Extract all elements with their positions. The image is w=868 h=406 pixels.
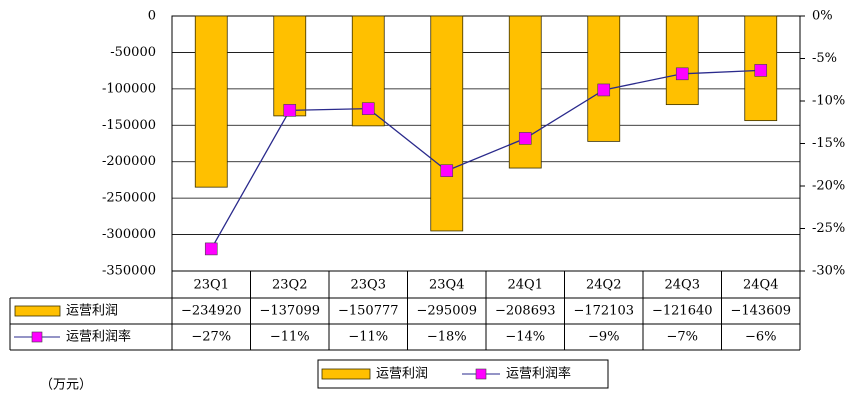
line xyxy=(210,69,761,250)
value-label: −143609 xyxy=(730,304,791,319)
legend-label: 运营利润 xyxy=(376,367,428,382)
marker xyxy=(204,242,218,256)
y2-tick-label: -10% xyxy=(812,94,845,109)
value-label: −121640 xyxy=(652,304,713,319)
marker xyxy=(597,83,611,97)
marker xyxy=(675,67,689,81)
value-label: −234920 xyxy=(181,304,242,319)
y-tick-label: -150000 xyxy=(102,118,156,133)
bar xyxy=(430,15,464,232)
value-label: −14% xyxy=(505,330,545,345)
bar xyxy=(273,15,307,117)
bar xyxy=(194,15,228,188)
y-tick-label: -350000 xyxy=(102,264,156,279)
y2-tick-label: -20% xyxy=(812,179,845,194)
y-tick-label: -300000 xyxy=(102,227,156,242)
x-tick-label: 24Q3 xyxy=(665,278,700,293)
value-label: −208693 xyxy=(495,304,556,319)
x-tick-label: 24Q4 xyxy=(743,278,778,293)
legend-swatch xyxy=(14,305,61,317)
value-label: −11% xyxy=(348,330,388,345)
legend-label: 运营利润率 xyxy=(506,366,571,382)
x-tick-label: 24Q2 xyxy=(586,278,621,293)
bar xyxy=(665,15,699,106)
y2-tick-label: -5% xyxy=(812,51,837,66)
x-tick-label: 23Q1 xyxy=(194,278,229,293)
value-label: −172103 xyxy=(573,304,634,319)
marker xyxy=(361,102,375,115)
bar xyxy=(587,15,621,142)
y-tick-label: -100000 xyxy=(102,81,156,96)
value-label: −150777 xyxy=(338,304,399,319)
marker xyxy=(518,132,532,145)
y-tick-label: -250000 xyxy=(102,191,156,206)
x-tick-label: 23Q2 xyxy=(272,278,307,293)
value-label: −18% xyxy=(427,330,467,345)
legend-marker xyxy=(31,331,43,343)
row-label: 运营利润 xyxy=(66,304,118,319)
x-tick-label: 24Q1 xyxy=(508,278,543,293)
value-label: −27% xyxy=(191,330,231,345)
x-tick-label: 23Q4 xyxy=(429,278,464,293)
legend-marker xyxy=(475,368,487,380)
unit-label: （万元） xyxy=(40,378,92,393)
y-tick-label: -200000 xyxy=(102,154,156,169)
value-label: −137099 xyxy=(259,304,320,319)
y2-tick-label: 0% xyxy=(812,9,833,24)
value-label: −295009 xyxy=(416,304,477,319)
marker xyxy=(283,104,297,117)
bar xyxy=(508,15,542,169)
y2-tick-label: -25% xyxy=(812,221,845,236)
row-label: 运营利润率 xyxy=(66,329,131,345)
y-tick-label: 0 xyxy=(148,9,156,24)
y-tick-label: -50000 xyxy=(110,45,156,60)
marker xyxy=(440,164,454,177)
value-label: −6% xyxy=(745,330,777,345)
marker xyxy=(754,64,768,77)
value-label: −7% xyxy=(666,330,698,345)
y2-tick-label: -30% xyxy=(812,264,845,279)
legend-box xyxy=(317,359,609,389)
value-label: −9% xyxy=(588,330,620,345)
value-label: −11% xyxy=(270,330,310,345)
legend-swatch xyxy=(321,368,371,380)
y2-tick-label: -15% xyxy=(812,136,845,151)
x-tick-label: 23Q3 xyxy=(351,278,386,293)
